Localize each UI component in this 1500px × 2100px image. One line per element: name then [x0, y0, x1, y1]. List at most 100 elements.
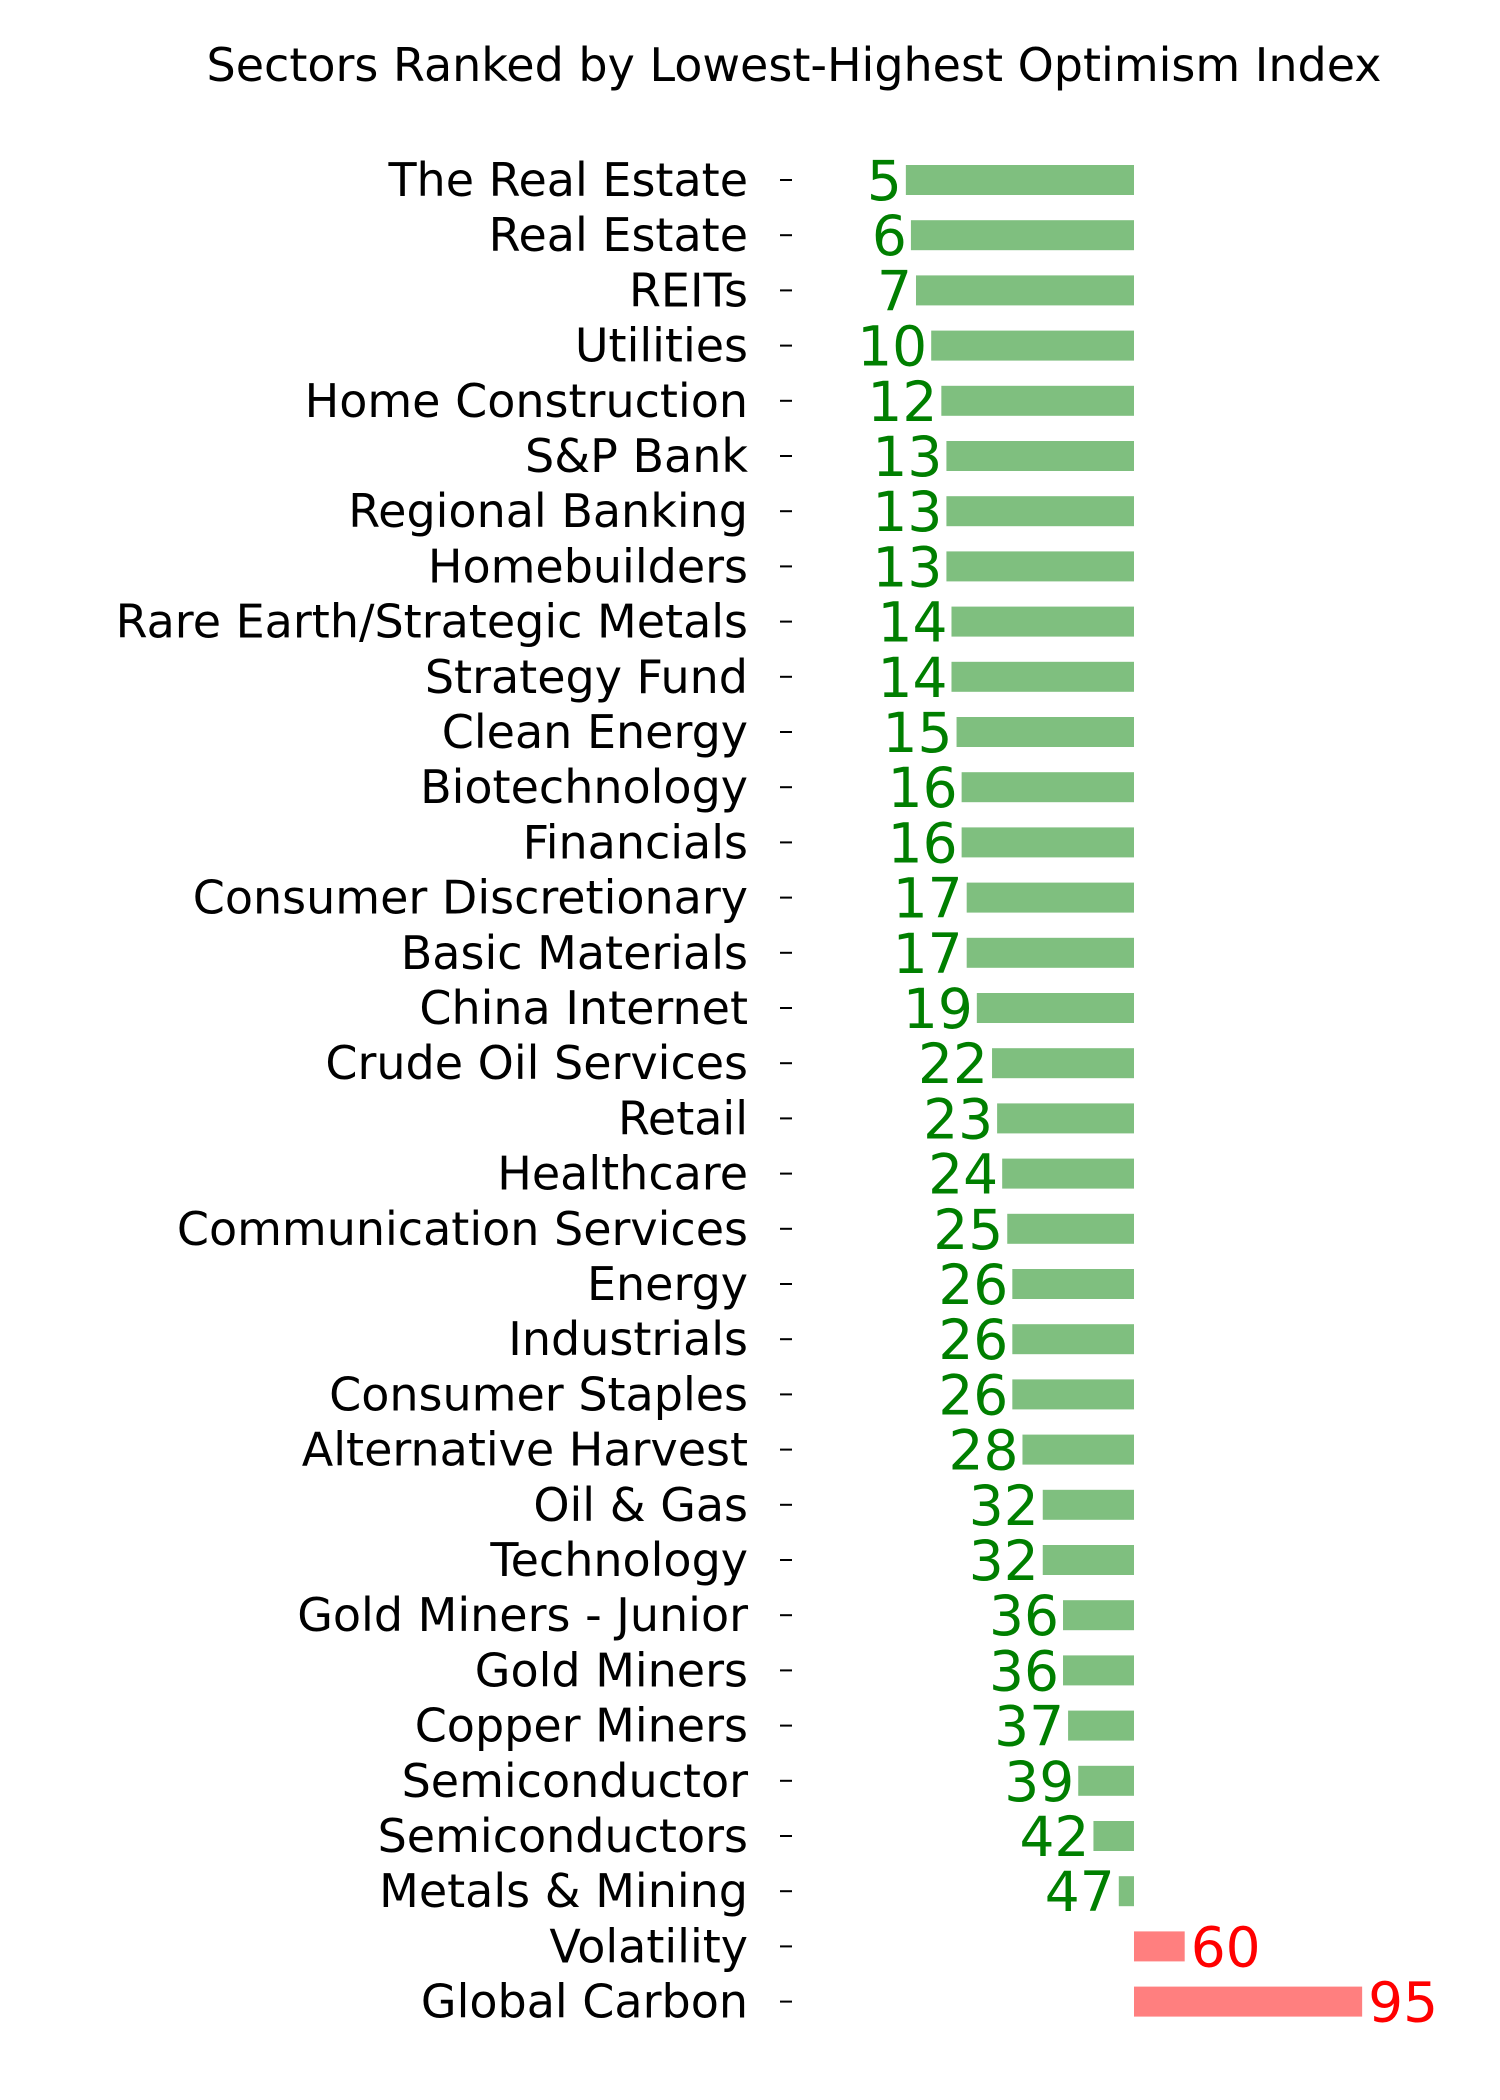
bar-semiconductor: [1078, 1765, 1134, 1796]
category-label-real-estate: Real Estate: [489, 208, 748, 262]
bar-homebuilders: [946, 551, 1134, 582]
bars: [905, 165, 1363, 2017]
category-label-semiconductor: Semiconductor: [402, 1754, 749, 1808]
value-label-consumer-staples: 26: [938, 1363, 1008, 1427]
bar-volatility: [1134, 1931, 1185, 1962]
value-label-clean-energy: 15: [883, 701, 953, 765]
bar-s-p-bank: [946, 441, 1134, 471]
value-label-technology: 32: [969, 1529, 1039, 1593]
bar-technology: [1042, 1545, 1134, 1575]
value-label-reits: 7: [877, 259, 912, 323]
bar-retail: [997, 1103, 1134, 1134]
bar-clean-energy: [956, 717, 1134, 747]
bar-strategy-fund: [951, 661, 1134, 692]
category-label-basic-materials: Basic Materials: [401, 926, 748, 980]
value-label-gold-miners: 36: [989, 1639, 1059, 1703]
category-label-industrials: Industrials: [508, 1312, 748, 1366]
bar-gold-miners-junior: [1063, 1600, 1134, 1631]
category-label-global-carbon: Global Carbon: [421, 1975, 748, 2029]
value-label-utilities: 10: [857, 315, 927, 379]
category-label-consumer-staples: Consumer Staples: [329, 1367, 748, 1421]
category-label-copper-miners: Copper Miners: [415, 1699, 748, 1753]
value-label-home-construction: 12: [867, 370, 937, 434]
bar-home-construction: [941, 385, 1134, 416]
bar-china-internet: [976, 993, 1134, 1023]
category-label-volatility: Volatility: [549, 1919, 748, 1973]
category-label-alternative-harvest: Alternative Harvest: [302, 1423, 748, 1477]
value-label-alternative-harvest: 28: [948, 1419, 1018, 1483]
value-label-china-internet: 19: [903, 977, 973, 1041]
category-label-home-construction: Home Construction: [305, 374, 748, 428]
category-label-financials: Financials: [523, 815, 748, 869]
value-label-homebuilders: 13: [872, 535, 942, 599]
category-label-rare-earth-strategic-metals: Rare Earth/Strategic Metals: [116, 595, 748, 649]
bar-consumer-discretionary: [966, 882, 1134, 913]
bar-copper-miners: [1068, 1710, 1134, 1741]
category-label-technology: Technology: [489, 1533, 748, 1587]
bar-energy: [1012, 1269, 1134, 1299]
bar-communication-services: [1007, 1213, 1134, 1244]
bar-crude-oil-services: [992, 1048, 1134, 1079]
category-label-metals-mining: Metals & Mining: [379, 1864, 748, 1918]
value-label-semiconductors: 42: [1019, 1805, 1089, 1869]
bar-reits: [915, 275, 1134, 306]
category-label-semiconductors: Semiconductors: [378, 1809, 748, 1863]
value-label-metals-mining: 47: [1045, 1860, 1115, 1924]
category-label-china-internet: China Internet: [419, 981, 748, 1035]
bar-financials: [961, 827, 1134, 858]
value-label-semiconductor: 39: [1004, 1750, 1074, 1814]
category-label-energy: Energy: [587, 1257, 748, 1311]
chart-title: Sectors Ranked by Lowest-Highest Optimis…: [206, 38, 1382, 92]
bar-consumer-staples: [1012, 1379, 1134, 1410]
value-label-oil-gas: 32: [969, 1474, 1039, 1538]
category-label-s-p-bank: S&P Bank: [525, 429, 748, 483]
bar-alternative-harvest: [1022, 1434, 1134, 1465]
bar-semiconductors: [1093, 1821, 1134, 1851]
bar-the-real-estate: [905, 165, 1134, 195]
bar-biotechnology: [961, 772, 1134, 803]
value-label-basic-materials: 17: [893, 922, 963, 986]
category-label-strategy-fund: Strategy Fund: [425, 650, 748, 704]
value-label-real-estate: 6: [872, 204, 907, 268]
bar-oil-gas: [1042, 1489, 1134, 1520]
bar-rare-earth-strategic-metals: [951, 606, 1134, 637]
value-label-consumer-discretionary: 17: [893, 867, 963, 931]
category-label-the-real-estate: The Real Estate: [387, 153, 748, 207]
value-label-the-real-estate: 5: [867, 149, 902, 213]
bar-healthcare: [1002, 1158, 1134, 1189]
bar-real-estate: [910, 220, 1134, 251]
category-label-consumer-discretionary: Consumer Discretionary: [193, 871, 748, 925]
category-label-clean-energy: Clean Energy: [442, 705, 748, 759]
category-label-retail: Retail: [618, 1091, 748, 1145]
category-label-homebuilders: Homebuilders: [428, 539, 748, 593]
category-label-gold-miners: Gold Miners: [475, 1643, 748, 1697]
bar-regional-banking: [946, 496, 1134, 527]
value-label-energy: 26: [938, 1253, 1008, 1317]
bar-metals-mining: [1118, 1876, 1134, 1907]
category-label-healthcare: Healthcare: [497, 1147, 748, 1201]
value-label-strategy-fund: 14: [877, 646, 947, 710]
category-label-reits: REITs: [629, 263, 748, 317]
bar-global-carbon: [1134, 1986, 1363, 2017]
value-label-volatility: 60: [1191, 1915, 1261, 1979]
category-label-regional-banking: Regional Banking: [348, 484, 748, 538]
category-label-biotechnology: Biotechnology: [420, 760, 748, 814]
category-label-communication-services: Communication Services: [177, 1202, 748, 1256]
value-label-s-p-bank: 13: [872, 425, 942, 489]
category-label-oil-gas: Oil & Gas: [533, 1478, 748, 1532]
value-label-financials: 16: [888, 811, 958, 875]
category-label-gold-miners-junior: Gold Miners - Junior: [297, 1588, 748, 1642]
bar-industrials: [1012, 1324, 1134, 1355]
tick-marks: [780, 179, 792, 2003]
bar-utilities: [931, 330, 1134, 361]
value-label-healthcare: 24: [928, 1143, 998, 1207]
value-label-global-carbon: 95: [1368, 1971, 1438, 2035]
value-label-regional-banking: 13: [872, 480, 942, 544]
value-label-gold-miners-junior: 36: [989, 1584, 1059, 1648]
value-label-copper-miners: 37: [994, 1695, 1064, 1759]
value-label-retail: 23: [923, 1087, 993, 1151]
value-label-communication-services: 25: [933, 1198, 1003, 1262]
value-label-crude-oil-services: 22: [918, 1032, 988, 1096]
